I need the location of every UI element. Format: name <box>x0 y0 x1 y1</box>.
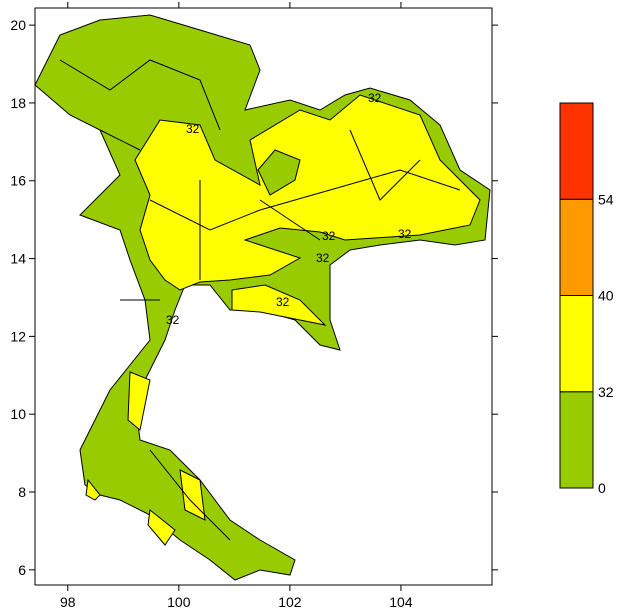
warm-zone <box>85 478 101 501</box>
x-tick-label: 104 <box>389 594 413 610</box>
y-tick-label: 20 <box>10 17 26 33</box>
contour-label: 32 <box>316 251 330 265</box>
warm-zone <box>231 284 327 326</box>
colorbar-band <box>559 102 594 200</box>
contour-label: 32 <box>186 122 200 136</box>
warm-zone <box>147 509 176 546</box>
colorbar-label: 40 <box>598 288 614 304</box>
y-tick-label: 16 <box>10 173 26 189</box>
warm-zone <box>127 371 151 431</box>
colorbar-label: 54 <box>598 191 614 207</box>
y-tick-label: 12 <box>10 328 26 344</box>
colorbar-band <box>559 295 594 393</box>
colorbar-band <box>559 391 594 489</box>
contour-label: 32 <box>276 295 290 309</box>
colorbar-label: 0 <box>598 480 606 496</box>
x-tick-label: 98 <box>60 594 76 610</box>
y-tick-label: 6 <box>18 562 26 578</box>
warm-zone <box>179 469 206 521</box>
y-tick-label: 14 <box>10 251 26 267</box>
y-tick-label: 8 <box>18 484 26 500</box>
plot-frame <box>34 7 493 586</box>
y-tick-label: 10 <box>10 406 26 422</box>
x-tick-label: 100 <box>167 594 191 610</box>
contour-label: 32 <box>398 227 412 241</box>
y-tick-label: 18 <box>10 95 26 111</box>
colorbar-label: 32 <box>598 384 614 400</box>
contour-label: 32 <box>322 229 336 243</box>
contour-label: 32 <box>368 91 382 105</box>
colorbar-band <box>559 198 594 296</box>
contour-label: 32 <box>166 313 180 327</box>
province-border <box>59 59 461 541</box>
x-tick-label: 102 <box>278 594 302 610</box>
map-land <box>34 14 491 581</box>
cool-patch <box>257 149 301 196</box>
warm-zone <box>134 94 481 291</box>
